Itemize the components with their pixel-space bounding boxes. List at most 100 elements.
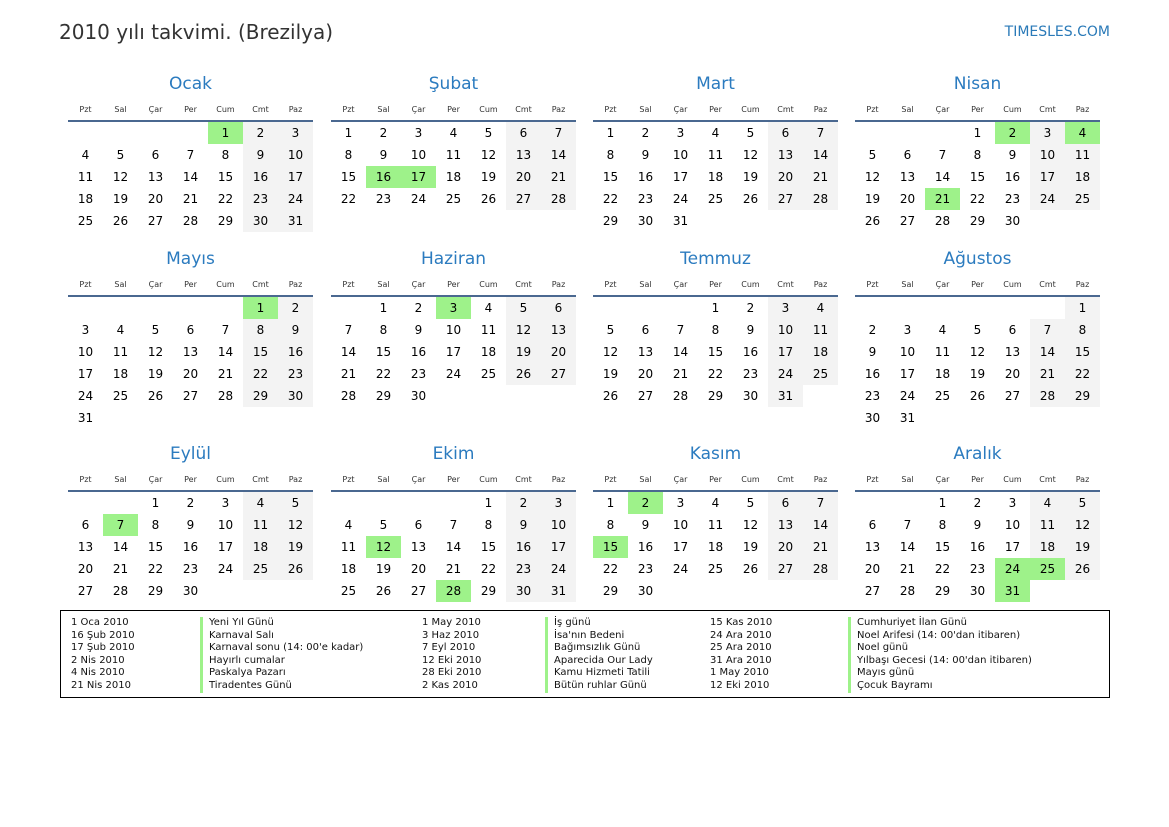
day[interactable]: 23 [1004, 192, 1021, 206]
day[interactable]: 5 [278, 492, 313, 514]
day[interactable]: 13 [541, 319, 576, 341]
day[interactable]: 25 [934, 389, 951, 403]
day[interactable]: 21 [182, 192, 199, 206]
day[interactable]: 27 [182, 389, 199, 403]
day[interactable]: 23 [243, 188, 278, 210]
day[interactable]: 9 [506, 514, 541, 536]
day[interactable]: 22 [602, 562, 619, 576]
day[interactable]: 24 [672, 192, 689, 206]
day[interactable]: 18 [1065, 166, 1100, 188]
day[interactable]: 16 [506, 536, 541, 558]
day[interactable]: 9 [1008, 148, 1017, 162]
day[interactable]: 10 [541, 514, 576, 536]
day[interactable]: 14 [112, 540, 129, 554]
day[interactable]: 10 [899, 345, 916, 359]
day[interactable]: 8 [711, 323, 720, 337]
day[interactable]: 24 [445, 367, 462, 381]
day[interactable]: 6 [1008, 323, 1017, 337]
day[interactable]: 2 [506, 492, 541, 514]
day[interactable]: 11 [340, 540, 357, 554]
day[interactable]: 21 [1030, 363, 1065, 385]
day[interactable]: 5 [746, 126, 755, 140]
holiday-day[interactable]: 31 [995, 580, 1030, 602]
day[interactable]: 4 [1030, 492, 1065, 514]
day[interactable]: 20 [864, 562, 881, 576]
day[interactable]: 27 [864, 584, 881, 598]
day[interactable]: 17 [217, 540, 234, 554]
day[interactable]: 9 [868, 345, 877, 359]
day[interactable]: 7 [541, 122, 576, 144]
day[interactable]: 8 [484, 518, 493, 532]
day[interactable]: 15 [340, 170, 357, 184]
day[interactable]: 24 [1030, 188, 1065, 210]
day[interactable]: 29 [707, 389, 724, 403]
day[interactable]: 5 [973, 323, 982, 337]
day[interactable]: 3 [903, 323, 912, 337]
holiday-day[interactable]: 3 [436, 297, 471, 319]
day[interactable]: 2 [278, 297, 313, 319]
day[interactable]: 2 [243, 122, 278, 144]
day[interactable]: 6 [414, 518, 423, 532]
day[interactable]: 17 [672, 170, 689, 184]
day[interactable]: 23 [506, 558, 541, 580]
day[interactable]: 1 [379, 301, 388, 315]
day[interactable]: 25 [445, 192, 462, 206]
day[interactable]: 11 [445, 148, 462, 162]
day[interactable]: 29 [217, 214, 234, 228]
day[interactable]: 3 [278, 122, 313, 144]
day[interactable]: 13 [1004, 345, 1021, 359]
day[interactable]: 14 [445, 540, 462, 554]
day[interactable]: 10 [278, 144, 313, 166]
day[interactable]: 21 [445, 562, 462, 576]
day[interactable]: 23 [410, 367, 427, 381]
day[interactable]: 17 [672, 540, 689, 554]
day[interactable]: 5 [746, 496, 755, 510]
day[interactable]: 20 [541, 341, 576, 363]
day[interactable]: 9 [379, 148, 388, 162]
day[interactable]: 12 [112, 170, 129, 184]
day[interactable]: 1 [606, 126, 615, 140]
day[interactable]: 21 [217, 367, 234, 381]
day[interactable]: 22 [707, 367, 724, 381]
day[interactable]: 9 [414, 323, 423, 337]
day[interactable]: 8 [606, 518, 615, 532]
day[interactable]: 1 [711, 301, 720, 315]
day[interactable]: 13 [410, 540, 427, 554]
day[interactable]: 3 [414, 126, 423, 140]
day[interactable]: 19 [969, 367, 986, 381]
holiday-day[interactable]: 21 [925, 188, 960, 210]
holiday-day[interactable]: 16 [366, 166, 401, 188]
day[interactable]: 19 [506, 341, 541, 363]
day[interactable]: 25 [340, 584, 357, 598]
day[interactable]: 2 [414, 301, 423, 315]
day[interactable]: 4 [484, 301, 493, 315]
day[interactable]: 13 [768, 514, 803, 536]
day[interactable]: 5 [484, 126, 493, 140]
day[interactable]: 11 [934, 345, 951, 359]
day[interactable]: 15 [934, 540, 951, 554]
day[interactable]: 30 [742, 389, 759, 403]
day[interactable]: 30 [182, 584, 199, 598]
day[interactable]: 5 [151, 323, 160, 337]
day[interactable]: 2 [973, 496, 982, 510]
day[interactable]: 10 [672, 148, 689, 162]
day[interactable]: 11 [1030, 514, 1065, 536]
day[interactable]: 17 [278, 166, 313, 188]
day[interactable]: 8 [151, 518, 160, 532]
day[interactable]: 19 [742, 540, 759, 554]
day[interactable]: 22 [340, 192, 357, 206]
day[interactable]: 19 [112, 192, 129, 206]
day[interactable]: 21 [803, 536, 838, 558]
day[interactable]: 29 [243, 385, 278, 407]
day[interactable]: 19 [278, 536, 313, 558]
day[interactable]: 29 [1065, 385, 1100, 407]
day[interactable]: 19 [1065, 536, 1100, 558]
day[interactable]: 7 [344, 323, 353, 337]
day[interactable]: 18 [340, 562, 357, 576]
day[interactable]: 13 [864, 540, 881, 554]
day[interactable]: 25 [480, 367, 497, 381]
day[interactable]: 27 [506, 188, 541, 210]
day[interactable]: 14 [934, 170, 951, 184]
day[interactable]: 6 [903, 148, 912, 162]
day[interactable]: 20 [1004, 367, 1021, 381]
